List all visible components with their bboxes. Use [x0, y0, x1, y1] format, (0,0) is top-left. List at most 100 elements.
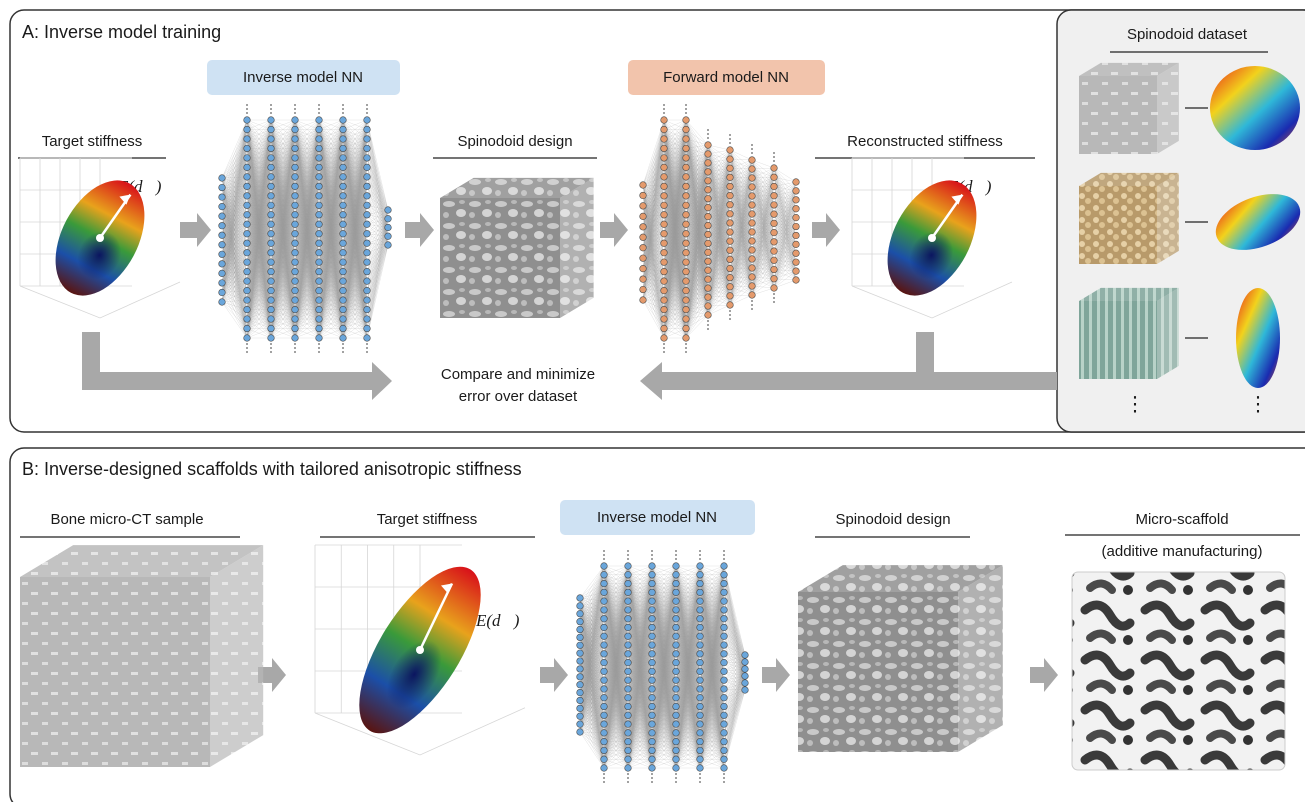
nn-node	[244, 335, 251, 342]
cube-side	[560, 178, 594, 318]
nn-node	[244, 193, 251, 200]
cube-front	[20, 577, 210, 767]
nn-node	[340, 259, 347, 266]
nn-node	[316, 287, 323, 294]
nn-node	[292, 297, 299, 304]
nn-node	[268, 230, 275, 237]
nn-node	[364, 221, 371, 228]
nn-node	[268, 306, 275, 313]
cube-side	[1157, 288, 1179, 379]
cube	[440, 178, 594, 318]
nn-node	[219, 203, 226, 210]
stage-label: Spinodoid design	[457, 133, 572, 150]
nn-node	[292, 126, 299, 133]
nn-node	[364, 297, 371, 304]
nn-node	[340, 117, 347, 124]
nn-node	[244, 164, 251, 171]
nn-node	[268, 183, 275, 190]
nn-node	[244, 136, 251, 143]
dataset-stiffness	[1236, 288, 1280, 388]
nn-node	[219, 222, 226, 229]
stage-label: Target stiffness	[377, 511, 478, 528]
nn-node	[340, 155, 347, 162]
nn-node	[219, 261, 226, 268]
nn-node	[219, 299, 226, 306]
nn-node	[364, 316, 371, 323]
nn-node	[244, 183, 251, 190]
ellipsis: ⋮	[1248, 393, 1268, 415]
nn-node	[268, 240, 275, 247]
nn-node	[244, 145, 251, 152]
nn-node	[340, 249, 347, 256]
nn-node	[292, 117, 299, 124]
cube-front	[1079, 76, 1157, 154]
nn-node	[292, 335, 299, 342]
nn-node	[268, 259, 275, 266]
nn-node	[385, 242, 392, 249]
nn-node	[316, 117, 323, 124]
nn-node	[364, 249, 371, 256]
nn-node	[316, 306, 323, 313]
neural-network	[219, 104, 392, 354]
nn-node	[219, 232, 226, 239]
nn-node	[364, 174, 371, 181]
panel-title: A: Inverse model training	[22, 22, 221, 42]
nn-node	[268, 174, 275, 181]
nn-node	[316, 211, 323, 218]
nn-node	[316, 145, 323, 152]
vector-origin	[416, 646, 424, 654]
nn-node	[268, 145, 275, 152]
nn-node	[340, 164, 347, 171]
nn-node	[244, 306, 251, 313]
nn-node	[316, 126, 323, 133]
nn-node	[244, 259, 251, 266]
cube	[1079, 288, 1179, 379]
nn-node	[244, 325, 251, 332]
nn-node	[292, 325, 299, 332]
nn-node	[316, 297, 323, 304]
stage-label: (additive manufacturing)	[1102, 543, 1263, 560]
nn-node	[364, 287, 371, 294]
nn-node	[316, 202, 323, 209]
nn-node	[385, 207, 392, 214]
nn-node	[364, 183, 371, 190]
nn-node	[316, 325, 323, 332]
nn-node	[385, 224, 392, 231]
nn-node	[340, 174, 347, 181]
nn-node	[244, 268, 251, 275]
nn-node	[292, 278, 299, 285]
nn-node	[268, 278, 275, 285]
cube	[1079, 63, 1179, 154]
nn-node	[244, 240, 251, 247]
cube-front	[440, 198, 560, 318]
nn-node	[340, 316, 347, 323]
nn-node	[292, 202, 299, 209]
nn-node	[268, 268, 275, 275]
nn-node	[268, 335, 275, 342]
nn-node	[340, 325, 347, 332]
nn-node	[268, 155, 275, 162]
cube-side	[958, 565, 1003, 752]
nn-node	[316, 174, 323, 181]
nn-node	[316, 164, 323, 171]
vector-origin	[928, 234, 936, 242]
bone-sample	[20, 545, 263, 767]
nn-node	[385, 215, 392, 222]
nn-node	[364, 164, 371, 171]
nn-node	[244, 117, 251, 124]
nn-node	[364, 193, 371, 200]
nn-node	[219, 251, 226, 258]
nn-node	[316, 221, 323, 228]
nn-node	[385, 233, 392, 240]
nn-node	[340, 193, 347, 200]
nn-node	[364, 117, 371, 124]
stage-label: Bone micro-CT sample	[50, 511, 203, 528]
nn-node	[316, 335, 323, 342]
cube-front	[1079, 186, 1157, 264]
nn-label: Forward model NN	[663, 69, 789, 86]
nn-node	[219, 289, 226, 296]
nn-node	[364, 126, 371, 133]
stage-label: Micro-scaffold	[1135, 511, 1228, 528]
nn-node	[340, 145, 347, 152]
nn-label: Inverse model NN	[597, 509, 717, 526]
